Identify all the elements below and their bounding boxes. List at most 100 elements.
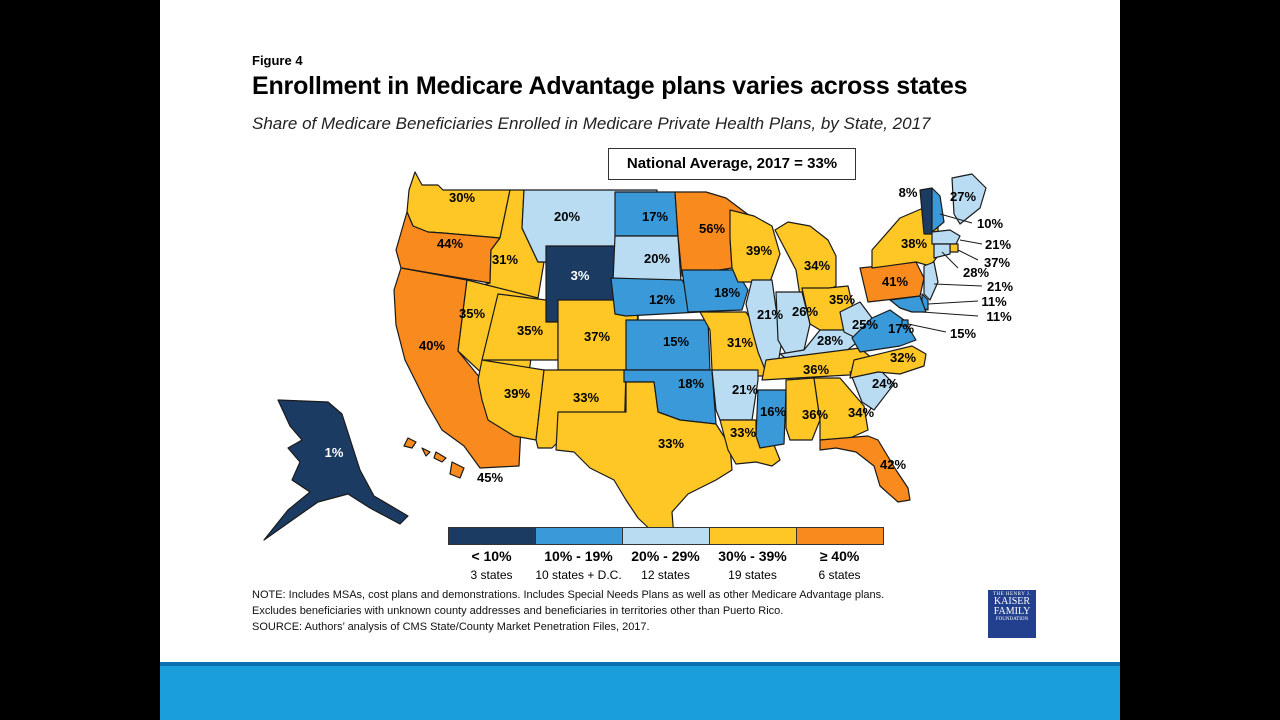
legend-count: 12 states bbox=[641, 568, 690, 582]
figure-label: Figure 4 bbox=[252, 53, 303, 68]
state-label-hi: 45% bbox=[477, 470, 503, 485]
state-label-tn: 36% bbox=[803, 362, 829, 377]
legend-swatch-10to19 bbox=[535, 527, 623, 545]
legend-range: ≥ 40% bbox=[819, 548, 860, 564]
state-label-la: 33% bbox=[730, 425, 756, 440]
legend-swatch-20to29 bbox=[622, 527, 710, 545]
leader-line-ma bbox=[959, 239, 983, 245]
national-average-box: National Average, 2017 = 33% bbox=[608, 148, 856, 180]
leader-line-nj bbox=[933, 283, 983, 287]
state-label-ga: 34% bbox=[848, 405, 874, 420]
state-label-al: 36% bbox=[802, 407, 828, 422]
state-label-pa: 41% bbox=[882, 274, 908, 289]
state-label-ms: 16% bbox=[760, 404, 786, 419]
note-line: NOTE: Includes MSAs, cost plans and demo… bbox=[252, 589, 885, 601]
state-label-ky: 28% bbox=[817, 333, 843, 348]
state-label-ok: 18% bbox=[678, 376, 704, 391]
state-label-id: 31% bbox=[492, 252, 518, 267]
state-ma bbox=[931, 229, 961, 245]
state-hi bbox=[403, 437, 465, 479]
state-label-nj: 21% bbox=[987, 279, 1013, 294]
state-label-in: 26% bbox=[792, 304, 818, 319]
state-label-ct: 28% bbox=[963, 265, 989, 280]
state-label-vt: 8% bbox=[899, 185, 918, 200]
legend-range: 20% - 29% bbox=[631, 548, 700, 564]
legend-count: 10 states + D.C. bbox=[535, 568, 622, 582]
leader-line-ct bbox=[941, 251, 959, 269]
state-label-de: 11% bbox=[981, 294, 1007, 309]
legend-swatch-lt10 bbox=[448, 527, 536, 545]
state-label-wy: 3% bbox=[571, 268, 590, 283]
state-label-nh: 10% bbox=[977, 216, 1003, 231]
state-label-nm: 33% bbox=[573, 390, 599, 405]
legend-swatch-ge40 bbox=[796, 527, 884, 545]
state-label-sc: 24% bbox=[872, 376, 898, 391]
legend-range: 10% - 19% bbox=[544, 548, 613, 564]
state-label-il: 21% bbox=[757, 307, 783, 322]
slide: Figure 4 Enrollment in Medicare Advantag… bbox=[160, 0, 1120, 720]
us-choropleth-map: 30% 44% 40% 31% 35% 20% 3% 35% 37% 39% 33% 17% 20% 12… bbox=[263, 171, 1013, 541]
state-label-az: 39% bbox=[504, 386, 530, 401]
subtitle: Share of Medicare Beneficiaries Enrolled… bbox=[252, 114, 931, 133]
page-title: Enrollment in Medicare Advantage plans v… bbox=[252, 72, 968, 100]
state-nh bbox=[931, 187, 945, 233]
state-label-ia: 18% bbox=[714, 285, 740, 300]
state-label-ma: 21% bbox=[985, 237, 1011, 252]
leader-line-md bbox=[921, 311, 979, 317]
legend-count: 3 states bbox=[470, 568, 513, 582]
state-label-ak: 1% bbox=[325, 445, 344, 460]
state-label-mi: 34% bbox=[804, 258, 830, 273]
state-fl bbox=[819, 435, 911, 503]
state-mi bbox=[774, 221, 837, 297]
leader-line-ri bbox=[957, 249, 979, 261]
legend-range: 30% - 39% bbox=[718, 548, 787, 564]
state-label-nv: 35% bbox=[459, 306, 485, 321]
state-ri bbox=[949, 243, 959, 253]
state-ak bbox=[263, 399, 409, 541]
state-label-ny: 38% bbox=[901, 236, 927, 251]
legend-count: 19 states bbox=[728, 568, 777, 582]
state-label-ca: 40% bbox=[419, 338, 445, 353]
state-label-mt: 20% bbox=[554, 209, 580, 224]
source-line: SOURCE: Authors’ analysis of CMS State/C… bbox=[252, 621, 650, 633]
footer-bar bbox=[160, 666, 1120, 720]
state-label-ri: 37% bbox=[984, 255, 1010, 270]
state-nc bbox=[849, 345, 927, 379]
state-label-co: 37% bbox=[584, 329, 610, 344]
state-label-wi: 39% bbox=[746, 243, 772, 258]
state-label-fl: 42% bbox=[880, 457, 906, 472]
state-label-ut: 35% bbox=[517, 323, 543, 338]
state-md bbox=[889, 295, 927, 313]
legend-count: 6 states bbox=[818, 568, 861, 582]
state-label-ne: 12% bbox=[649, 292, 675, 307]
state-label-or: 44% bbox=[437, 236, 463, 251]
state-label-me: 27% bbox=[950, 189, 976, 204]
state-ia bbox=[681, 269, 749, 313]
state-label-wa: 30% bbox=[449, 190, 475, 205]
state-va bbox=[851, 309, 917, 353]
legend-range: < 10% bbox=[471, 548, 512, 564]
state-ms bbox=[755, 389, 787, 449]
state-wa bbox=[406, 171, 511, 239]
state-label-md: 11% bbox=[986, 309, 1012, 324]
state-me bbox=[951, 173, 987, 225]
state-label-tx: 33% bbox=[658, 436, 684, 451]
note-line: Excludes beneficiaries with unknown coun… bbox=[252, 605, 784, 617]
leader-line-nh bbox=[939, 213, 973, 224]
state-label-dc: 15% bbox=[950, 326, 976, 341]
state-label-mn: 56% bbox=[699, 221, 725, 236]
leader-line-dc bbox=[907, 323, 947, 333]
state-label-oh: 35% bbox=[829, 292, 855, 307]
state-ne bbox=[610, 277, 701, 317]
kff-logo: THE HENRY J. KAISER FAMILY FOUNDATION bbox=[988, 590, 1036, 638]
state-label-nc: 32% bbox=[890, 350, 916, 365]
notes: NOTE: Includes MSAs, cost plans and demo… bbox=[252, 587, 884, 635]
footer-bar-edge bbox=[160, 662, 1120, 666]
leader-line-de bbox=[927, 300, 979, 305]
state-tx bbox=[555, 381, 733, 539]
state-label-sd: 20% bbox=[644, 251, 670, 266]
state-label-ks: 15% bbox=[663, 334, 689, 349]
state-ga bbox=[813, 377, 869, 441]
state-label-nd: 17% bbox=[642, 209, 668, 224]
state-label-wv: 25% bbox=[852, 317, 878, 332]
